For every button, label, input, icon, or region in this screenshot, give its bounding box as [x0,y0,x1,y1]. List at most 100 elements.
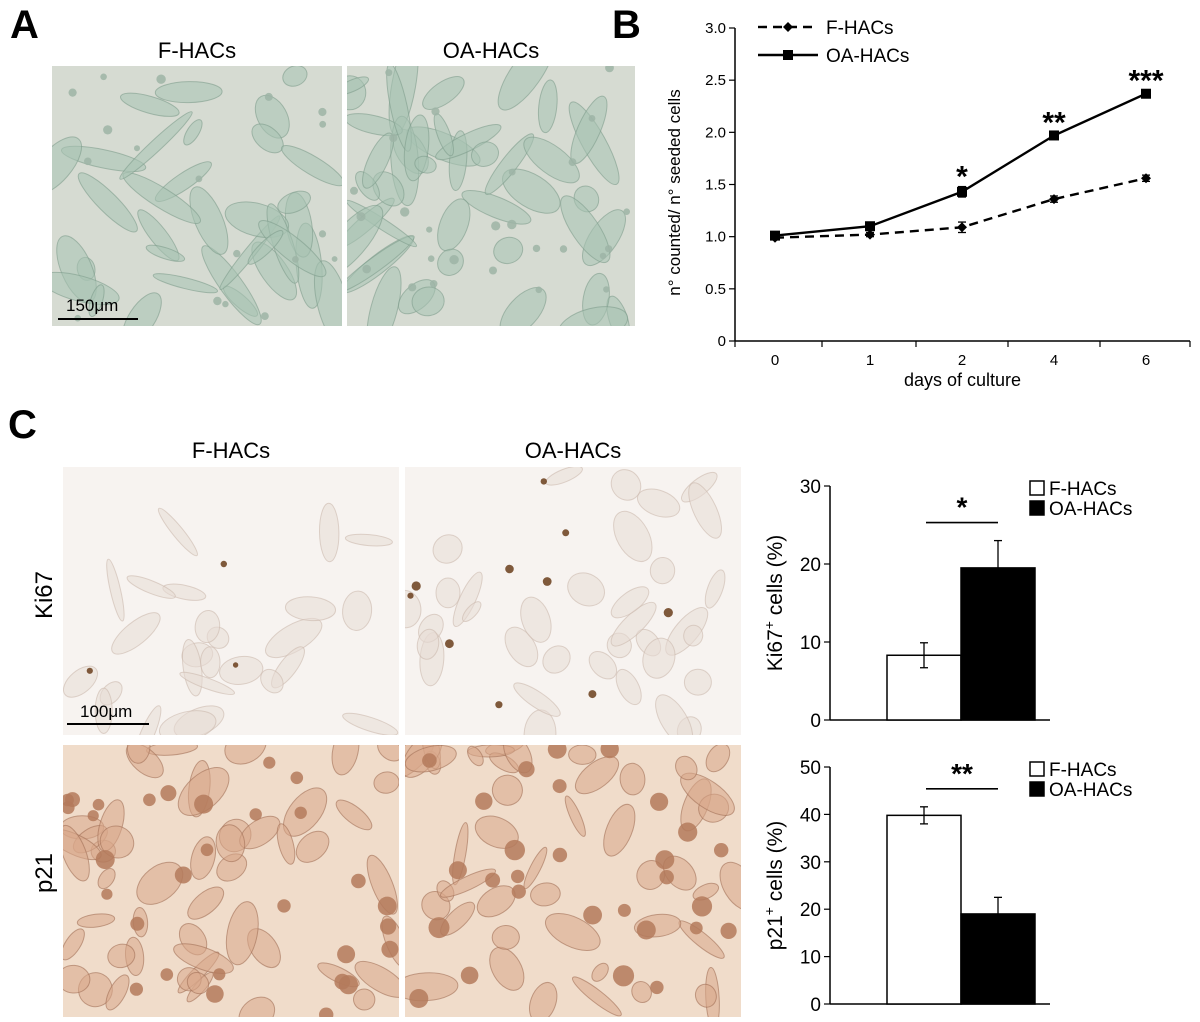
line-chart-growth: 0 0.5 1.0 1.5 2.0 2.5 3.0 0 1 2 4 6 days of culture n… [665,18,1191,390]
cell-nucleus [532,244,541,253]
cell-shape [281,145,342,187]
cell-shape [52,136,83,195]
cell-shape [362,132,394,189]
cell-shape [63,928,85,961]
cell-shape [537,79,558,134]
cell-nucleus [612,965,635,987]
cell-shape [377,745,399,762]
cell-shape [331,745,360,776]
cell-shape [373,771,399,794]
cell-shape [619,762,646,796]
cell-shape [145,244,186,262]
cell-shape [295,830,330,863]
cell-nucleus [409,989,429,1008]
cell-shape [411,286,445,317]
y-axis-label: n° counted/ n° seeded cells [665,89,684,295]
cell-shape [133,705,162,735]
cell-nucleus [200,843,214,857]
cell-nucleus [263,756,276,769]
cell-shape [284,596,337,622]
cell-nucleus [562,529,570,537]
scale-bar-c [67,723,149,725]
cell-shape [63,824,90,882]
cell-shape [219,655,264,685]
row-label-ki67: Ki67 [31,570,58,620]
cell-nucleus [678,822,698,842]
cell-shape [655,694,694,735]
cell-nucleus [429,280,438,288]
cell-shape [200,646,221,679]
y-tick-label: 20 [800,555,821,576]
cell-nucleus [87,810,99,822]
cell-nucleus [381,940,399,958]
data-point-diamond [1141,173,1151,184]
cell-nucleus [100,73,107,81]
panel-c-left-title: F-HACs [191,438,271,463]
panel-c-letter: C [8,403,37,447]
cell-nucleus [290,771,304,785]
cell-nucleus [540,478,547,485]
cell-shape [179,671,236,695]
cell-nucleus [377,896,397,916]
cell-shape [282,66,308,87]
cell-nucleus [714,843,729,858]
cell-nucleus [489,266,497,275]
cell-nucleus [407,592,414,599]
bar-1 [960,567,1036,721]
data-point-square [770,230,780,241]
cell-shape [692,882,720,901]
cell-shape [106,558,125,622]
cell-nucleus [507,219,517,230]
cell-shape [642,637,676,679]
cell-shape [416,628,440,660]
cell-shape [694,983,717,1008]
cell-nucleus [518,761,535,778]
cell-nucleus [636,920,656,940]
significance-marker: * [957,492,968,523]
cell-shape [215,824,246,863]
micrograph-p21-oa-hacs [405,745,741,1017]
cell-shape [437,198,471,252]
data-point-square [1141,88,1151,99]
cell-shape [435,577,461,609]
cell-shape [491,924,520,950]
significance-marker: ** [951,758,973,789]
cell-nucleus [213,968,226,981]
cell-shape [484,133,535,195]
cell-shape [88,284,105,317]
cell-shape [347,235,415,293]
cell-nucleus [617,903,631,917]
cell-shape [574,756,620,795]
cell-nucleus [535,286,543,294]
cell-nucleus [689,921,703,935]
cell-shape [354,960,399,998]
cell-nucleus [294,806,307,819]
cell-shape [277,190,311,214]
cell-nucleus [95,850,115,870]
cell-nucleus [92,798,105,811]
y-tick-label: 2.0 [705,124,726,141]
data-point-diamond [1049,194,1059,205]
cell-shape [558,306,629,326]
cell-nucleus [160,785,177,802]
cell-nucleus [491,221,501,231]
cell-shape [591,962,609,982]
cell-nucleus [691,896,713,917]
cell-nucleus [663,608,673,618]
cell-nucleus [422,753,437,768]
cell-nucleus [600,745,619,759]
panel-a-left-title: F-HACs [157,38,237,63]
cell-shape [610,469,642,501]
cell-shape [688,482,722,539]
cell-nucleus [511,884,526,899]
cell-shape [649,557,676,585]
cell-nucleus [485,872,501,888]
legend-label-0: F-HACs [826,18,894,39]
cell-shape [568,745,597,765]
cell-nucleus [542,577,552,586]
legend-label-1: OA-HACs [1049,499,1132,520]
x-tick-label: 1 [866,352,874,369]
legend-swatch-0 [1029,480,1045,496]
cell-nucleus [583,905,602,925]
data-point-diamond [865,229,875,240]
